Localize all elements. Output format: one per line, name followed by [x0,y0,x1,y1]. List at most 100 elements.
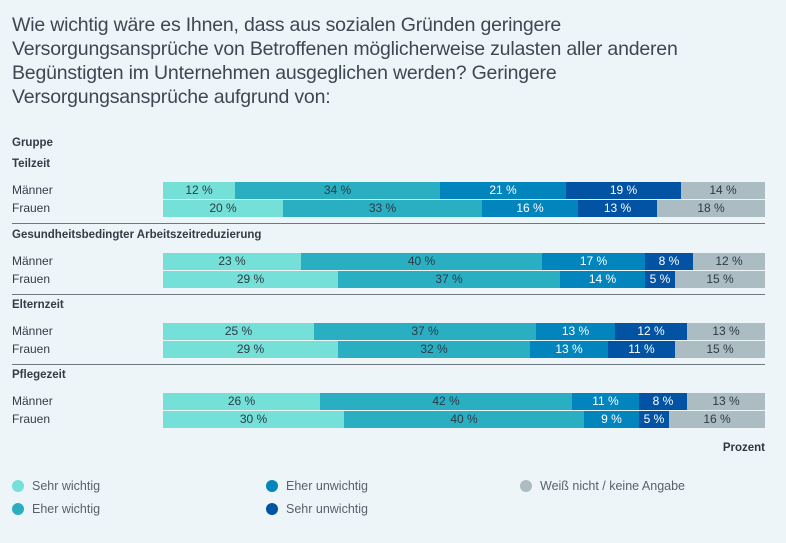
stacked-bar: 30 % 40 % 9 % 5 % 16 % [163,411,765,428]
bar-segment: 9 % [584,411,639,428]
data-label: 14 % [588,272,617,286]
data-label: 13 % [712,324,740,338]
data-label: 13 % [555,342,583,356]
data-label: 15 % [706,342,734,356]
bar-segment: 13 % [530,341,608,358]
bar-segment: 13 % [536,323,615,340]
data-label: 8 % [652,394,674,408]
unit-label: Prozent [722,442,765,454]
bar-segment: 18 % [657,200,765,217]
data-label: 16 % [703,412,731,426]
bar-segment: 12 % [693,253,765,270]
bar-segment: 21 % [440,182,566,199]
bar-segment: 34 % [235,182,440,199]
data-label: 34 % [323,183,352,197]
row-label: Frauen [12,342,51,356]
data-label: 13 % [603,201,632,215]
data-label: 32 % [420,342,448,356]
data-label: 23 % [218,254,246,268]
legend-item: Sehr unwichtig [266,502,368,516]
data-label: 12 % [715,254,743,268]
stacked-bar: 26 % 42 % 11 % 8 % 13 % [163,393,765,410]
bar-segment: 29 % [163,341,338,358]
bar-segment: 32 % [338,341,530,358]
data-label: 33 % [368,201,397,215]
bar-segment: 20 % [163,200,283,217]
data-label: 21 % [489,183,517,197]
data-label: 12 % [637,324,665,338]
data-label: 15 % [706,272,734,286]
data-label: 8 % [658,254,680,268]
section-title: Elternzeit [12,299,64,311]
bar-segment: 11 % [572,393,639,410]
legend-label: Weiß nicht / keine Angabe [540,479,685,493]
row-label: Frauen [12,201,51,215]
legend-swatch-icon [12,480,24,492]
bar-segment: 42 % [320,393,572,410]
stacked-bar: 25 % 37 % 13 % 12 % 13 % [163,323,765,340]
bar-segment: 8 % [645,253,693,270]
data-label: 16 % [516,201,544,215]
section-divider [12,223,765,224]
row-label: Männer [12,394,53,408]
legend-item: Sehr wichtig [12,479,100,493]
section-title: Teilzeit [12,158,51,170]
data-label: 17 % [579,254,608,268]
row-label: Frauen [12,412,51,426]
stacked-bar: 29 % 32 % 13 % 11 % 15 % [163,341,765,358]
section-title: Gesundheitsbedingter Arbeitszeitreduzier… [12,229,262,241]
stacked-bar: 12 % 34 % 21 % 19 % 14 % [163,182,765,199]
bar-segment: 33 % [283,200,482,217]
bar-segment: 13 % [578,200,657,217]
row-label: Männer [12,324,53,338]
data-label: 42 % [432,394,460,408]
bar-segment: 30 % [163,411,344,428]
bar-segment: 14 % [681,182,765,199]
data-label: 13 % [561,324,590,338]
legend-label: Sehr wichtig [32,479,101,493]
data-label: 11 % [628,342,655,356]
legend-label: Sehr unwichtig [286,502,368,516]
legend-swatch-icon [266,503,278,515]
data-label: 40 % [407,254,436,268]
data-label: 13 % [712,394,740,408]
data-label: 37 % [435,272,463,286]
bar-segment: 5 % [645,271,675,288]
data-label: 20 % [209,201,237,215]
bar-segment: 11 % [608,341,675,358]
data-label: 9 % [601,412,622,426]
data-label: 11 % [592,394,619,408]
bar-segment: 13 % [687,393,765,410]
bar-segment: 19 % [566,182,681,199]
bar-segment: 13 % [687,323,765,340]
data-label: 25 % [224,324,253,338]
bar-segment: 17 % [542,253,645,270]
data-label: 19 % [609,183,638,197]
chart-title: Wie wichtig wäre es Ihnen, dass aus sozi… [12,14,678,108]
data-label: 37 % [411,324,439,338]
bar-segment: 16 % [669,411,765,428]
legend-item: Eher unwichtig [266,479,368,493]
data-label: 29 % [236,342,265,356]
stacked-bar: 23 % 40 % 17 % 8 % 12 % [163,253,765,270]
legend-swatch-icon [266,480,278,492]
stacked-bar: 29 % 37 % 14 % 5 % 15 % [163,271,765,288]
bar-segment: 8 % [639,393,687,410]
section-title: Pflegezeit [12,369,66,381]
bar-segment: 25 % [163,323,314,340]
bar-segment: 16 % [482,200,578,217]
bar-segment: 37 % [314,323,536,340]
bar-segment: 12 % [615,323,687,340]
legend-swatch-icon [520,480,532,492]
bar-segment: 37 % [338,271,560,288]
legend-swatch-icon [12,503,24,515]
stacked-bar: 20 % 33 % 16 % 13 % 18 % [163,200,765,217]
bar-segment: 40 % [344,411,584,428]
bar-segment: 15 % [675,341,765,358]
data-label: 5 % [643,412,665,426]
data-label: 14 % [709,183,737,197]
data-label: 12 % [185,183,213,197]
row-label: Frauen [12,272,51,286]
section-divider [12,294,765,295]
